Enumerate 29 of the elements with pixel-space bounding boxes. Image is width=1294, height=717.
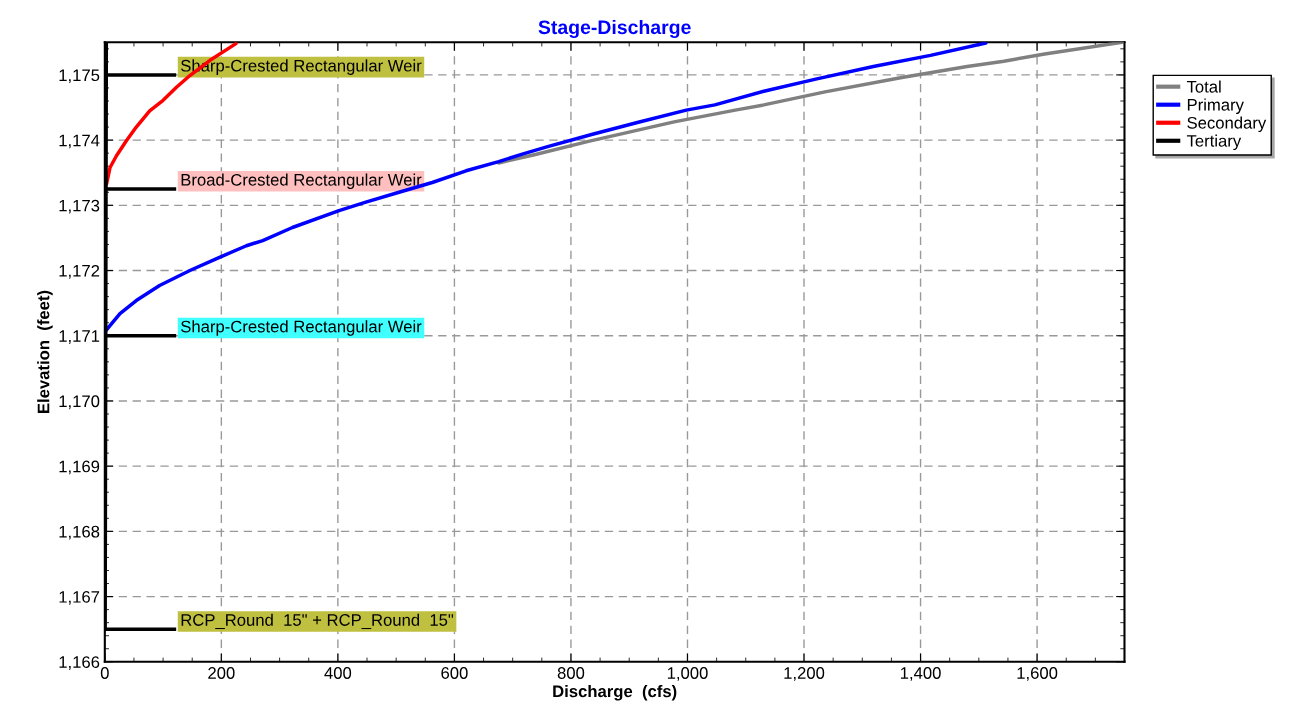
y-tick-label: 1,170 — [59, 395, 100, 410]
x-tick-label: 1,000 — [667, 667, 708, 681]
ref-line-label: RCP_Round 15" + RCP_Round 15" — [181, 613, 454, 630]
legend-label: Tertiary — [1186, 134, 1242, 151]
y-tick-label: 1,168 — [59, 525, 100, 540]
x-tick-label: 1,600 — [1017, 667, 1058, 681]
chart-title: Stage-Discharge — [538, 19, 691, 39]
y-tick-label: 1,169 — [59, 460, 100, 475]
x-tick-label: 1,400 — [900, 667, 941, 681]
legend-label: Total — [1186, 80, 1221, 93]
legend-label: Primary — [1187, 98, 1244, 114]
x-axis-title: Discharge (cfs) — [553, 684, 677, 701]
y-tick-label: 1,166 — [59, 656, 100, 670]
y-axis-title: Elevation (feet) — [37, 290, 53, 413]
y-tick-label: 1,175 — [59, 69, 100, 84]
x-tick-label: 1,200 — [784, 667, 825, 681]
x-tick-label: 600 — [441, 667, 468, 679]
legend-label: Secondary — [1187, 116, 1267, 133]
y-tick-label: 1,172 — [59, 264, 100, 279]
y-tick-label: 1,174 — [59, 134, 100, 149]
y-tick-label: 1,173 — [59, 199, 100, 214]
x-tick-label: 200 — [208, 667, 235, 679]
x-tick-label: 400 — [324, 667, 352, 679]
ref-line-label: Sharp-Crested Rectangular Weir — [181, 320, 422, 336]
x-tick-label: 800 — [557, 667, 585, 679]
x-tick-label: 0 — [100, 667, 109, 679]
y-tick-label: 1,171 — [59, 330, 100, 344]
ref-line-label: Broad-Crested Rectangular Weir — [181, 173, 422, 190]
y-tick-label: 1,167 — [59, 590, 100, 605]
